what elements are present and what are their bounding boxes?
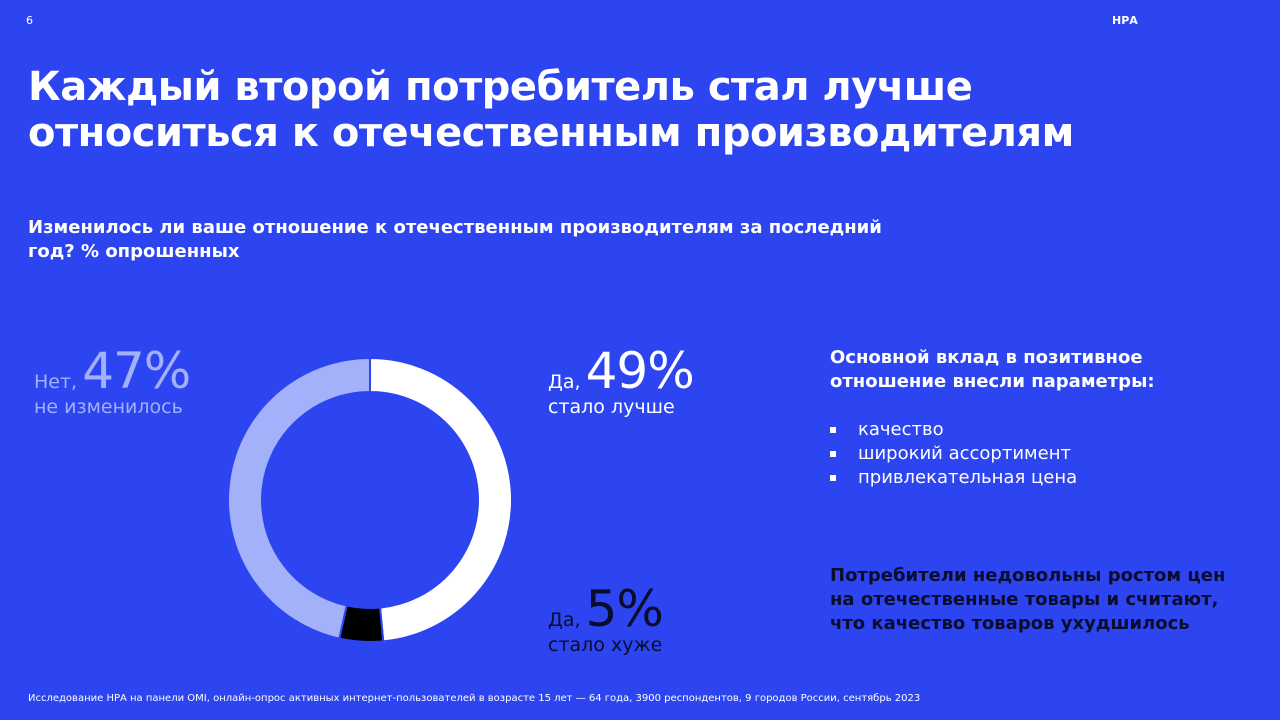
contribution-list: качество широкий ассортимент привлекател… [830,418,1077,490]
donut-segment-3 [227,356,371,640]
page-title: Каждый второй потребитель стал лучше отн… [28,64,1074,156]
label-not-changed-percent: 47% [82,342,191,400]
list-item-label: качество [858,419,944,440]
brand-logo: НРА [1112,14,1138,27]
contribution-title: Основной вклад в позитивное отношение вн… [830,347,1155,392]
list-item: широкий ассортимент [830,442,1077,466]
label-better: Да, 49% стало лучше [548,346,695,418]
donut-segment-1 [369,356,513,643]
list-item-label: привлекательная цена [858,467,1078,488]
label-not-changed-prefix: Нет, [34,371,78,393]
page-number: 6 [26,14,33,27]
label-worse: Да, 5% стало хуже [548,584,664,656]
label-not-changed: Нет, 47% не изменилось [34,346,191,418]
dissatisfaction-note: Потребители недовольны ростом цен на оте… [830,565,1226,634]
footnote: Исследование НРА на панели OMI, онлайн-о… [28,693,921,704]
label-worse-percent: 5% [585,580,664,638]
label-worse-desc: стало хуже [548,634,663,656]
bullet-icon [830,451,836,457]
bullet-icon [830,427,836,433]
label-not-changed-desc: не изменилось [34,396,183,418]
label-worse-prefix: Да, [548,609,581,631]
bullet-icon [830,475,836,481]
chart-question: Изменилось ли ваше отношение к отечестве… [28,217,882,262]
label-better-percent: 49% [585,342,695,400]
list-item-label: широкий ассортимент [858,443,1071,464]
label-better-prefix: Да, [548,371,581,393]
list-item: привлекательная цена [830,466,1077,490]
label-better-desc: стало лучше [548,396,675,418]
list-item: качество [830,418,1077,442]
donut-chart [227,356,513,643]
